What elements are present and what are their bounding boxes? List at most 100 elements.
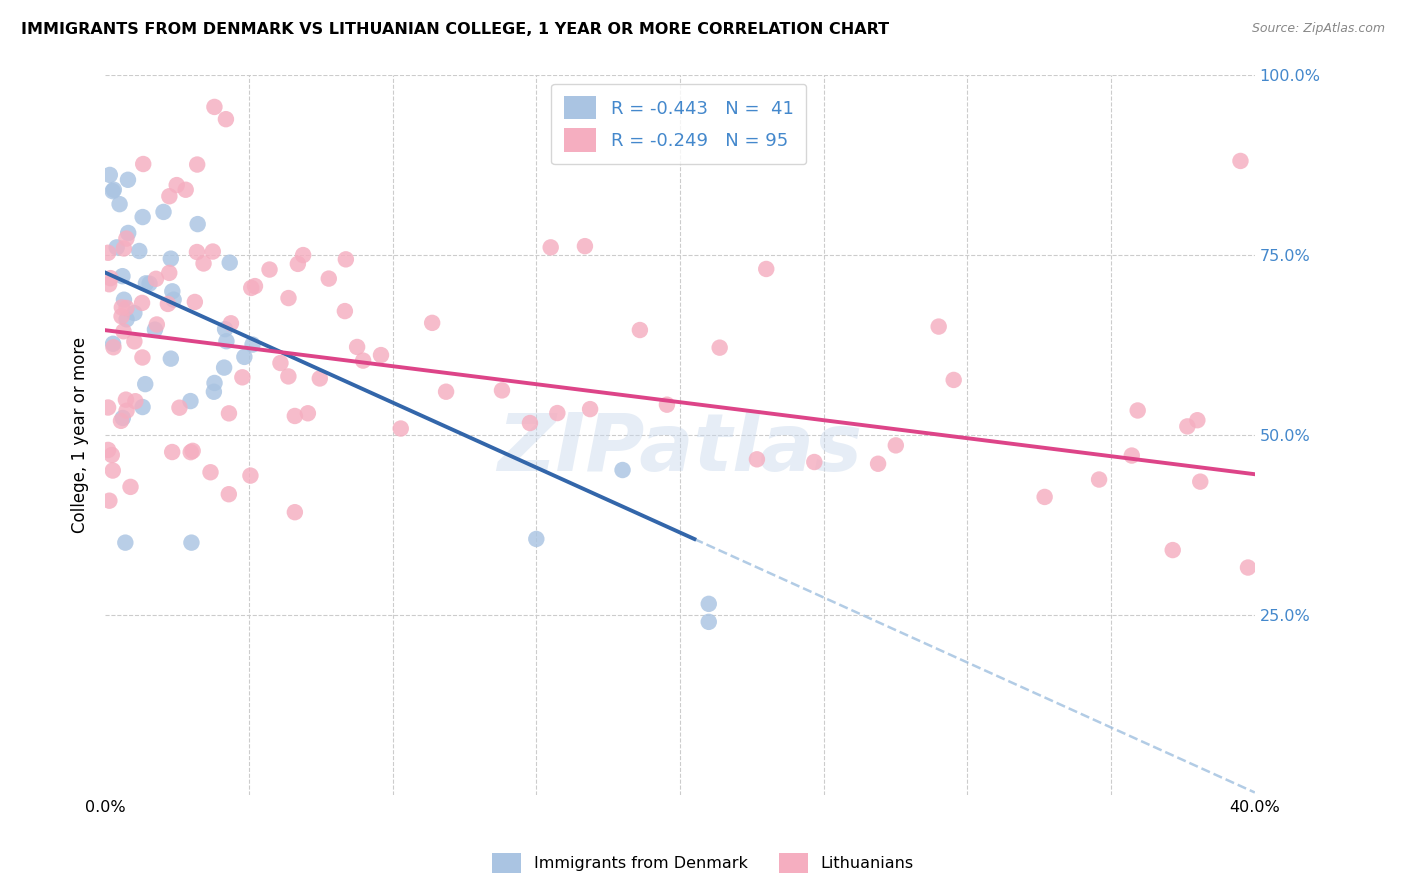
- Point: [115, 301, 138, 315]
- Point: [884, 438, 907, 452]
- Point: [277, 369, 299, 384]
- Point: [156, 297, 179, 311]
- Point: [219, 316, 242, 330]
- Point: [132, 157, 155, 171]
- Point: [115, 392, 138, 407]
- Point: [524, 532, 547, 546]
- Point: [117, 173, 139, 187]
- Point: [97, 401, 120, 415]
- Point: [420, 316, 443, 330]
- Point: [100, 271, 122, 285]
- Point: [1121, 449, 1143, 463]
- Point: [103, 183, 125, 197]
- Point: [204, 376, 226, 390]
- Point: [117, 226, 139, 240]
- Point: [240, 281, 263, 295]
- Point: [697, 597, 720, 611]
- Point: [201, 244, 224, 259]
- Point: [292, 248, 315, 262]
- Point: [218, 255, 240, 269]
- Point: [180, 445, 202, 459]
- Point: [628, 323, 651, 337]
- Point: [297, 406, 319, 420]
- Point: [112, 242, 135, 256]
- Point: [697, 615, 720, 629]
- Point: [1088, 473, 1111, 487]
- Point: [115, 403, 138, 417]
- Point: [259, 262, 281, 277]
- Point: [111, 301, 134, 315]
- Point: [97, 245, 120, 260]
- Point: [112, 324, 135, 338]
- Point: [131, 351, 153, 365]
- Point: [98, 277, 121, 292]
- Point: [124, 306, 146, 320]
- Point: [655, 398, 678, 412]
- Point: [242, 337, 264, 351]
- Point: [1126, 403, 1149, 417]
- Point: [1033, 490, 1056, 504]
- Point: [135, 277, 157, 291]
- Point: [868, 457, 890, 471]
- Point: [942, 373, 965, 387]
- Point: [335, 252, 357, 267]
- Point: [574, 239, 596, 253]
- Point: [131, 210, 153, 224]
- Point: [1189, 475, 1212, 489]
- Point: [101, 184, 124, 198]
- Point: [100, 448, 122, 462]
- Point: [308, 371, 330, 385]
- Point: [1237, 560, 1260, 574]
- Point: [124, 334, 146, 349]
- Point: [157, 266, 180, 280]
- Point: [114, 535, 136, 549]
- Point: [269, 356, 291, 370]
- Point: [134, 377, 156, 392]
- Point: [98, 168, 121, 182]
- Point: [389, 421, 412, 435]
- Point: [159, 351, 181, 366]
- Point: [115, 231, 138, 245]
- Point: [284, 505, 307, 519]
- Point: [181, 443, 204, 458]
- Point: [212, 360, 235, 375]
- Point: [709, 341, 731, 355]
- Point: [157, 189, 180, 203]
- Point: [180, 535, 202, 549]
- Point: [928, 319, 950, 334]
- Point: [1175, 419, 1198, 434]
- Point: [124, 394, 146, 409]
- Point: [370, 348, 392, 362]
- Point: [184, 295, 207, 310]
- Point: [202, 384, 225, 399]
- Text: ZIPatlas: ZIPatlas: [498, 410, 862, 488]
- Point: [111, 411, 134, 425]
- Point: [755, 262, 778, 277]
- Point: [434, 384, 457, 399]
- Point: [803, 455, 825, 469]
- Point: [1161, 543, 1184, 558]
- Point: [98, 493, 121, 508]
- Text: IMMIGRANTS FROM DENMARK VS LITHUANIAN COLLEGE, 1 YEAR OR MORE CORRELATION CHART: IMMIGRANTS FROM DENMARK VS LITHUANIAN CO…: [21, 22, 889, 37]
- Point: [101, 464, 124, 478]
- Point: [174, 183, 197, 197]
- Point: [218, 487, 240, 501]
- Point: [138, 277, 160, 291]
- Point: [120, 480, 142, 494]
- Text: Source: ZipAtlas.com: Source: ZipAtlas.com: [1251, 22, 1385, 36]
- Point: [352, 353, 374, 368]
- Legend: Immigrants from Denmark, Lithuanians: Immigrants from Denmark, Lithuanians: [485, 847, 921, 880]
- Point: [166, 178, 188, 193]
- Point: [491, 384, 513, 398]
- Point: [215, 112, 238, 127]
- Point: [101, 336, 124, 351]
- Point: [110, 310, 132, 324]
- Point: [612, 463, 634, 477]
- Legend: R = -0.443   N =  41, R = -0.249   N = 95: R = -0.443 N = 41, R = -0.249 N = 95: [551, 84, 806, 164]
- Point: [146, 318, 169, 332]
- Point: [145, 272, 167, 286]
- Point: [277, 291, 299, 305]
- Point: [131, 400, 153, 414]
- Point: [159, 252, 181, 266]
- Point: [143, 322, 166, 336]
